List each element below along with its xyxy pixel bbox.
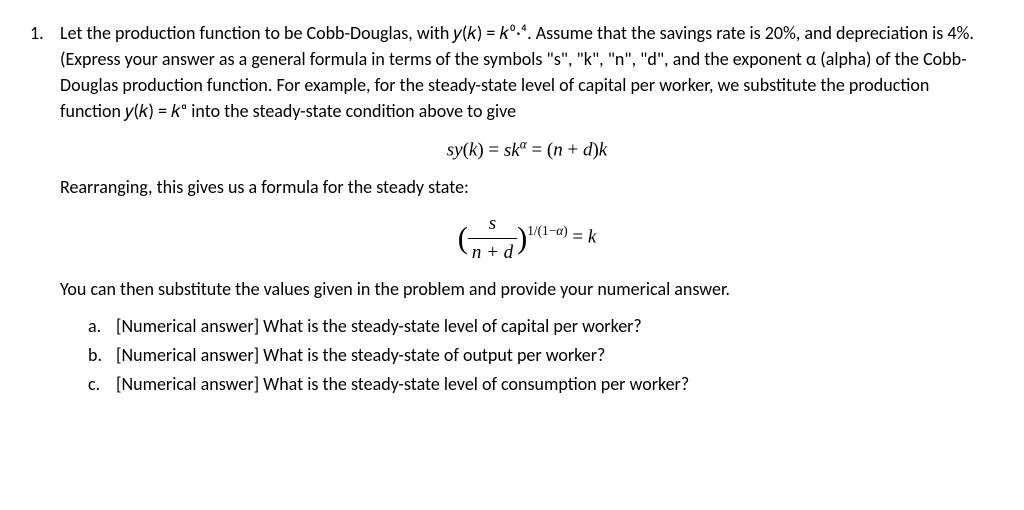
paragraph-3: You can then substitute the values given…: [60, 276, 994, 302]
item-text: [Numerical answer] What is the steady-st…: [116, 371, 689, 397]
paragraph-2: Rearranging, this gives us a formula for…: [60, 174, 994, 200]
item-text: [Numerical answer] What is the steady-st…: [116, 342, 605, 368]
item-letter: b.: [88, 342, 116, 368]
item-text: [Numerical answer] What is the steady-st…: [116, 313, 642, 339]
item-letter: a.: [88, 313, 116, 339]
equation-2: (sn + d)1/(1−α) = k: [60, 210, 994, 266]
problem-1: 1. Let the production function to be Cob…: [30, 20, 994, 400]
list-item: a. [Numerical answer] What is the steady…: [88, 313, 994, 339]
list-item: b. [Numerical answer] What is the steady…: [88, 342, 994, 368]
paragraph-1: Let the production function to be Cobb-D…: [60, 20, 994, 124]
item-letter: c.: [88, 371, 116, 397]
list-item: c. [Numerical answer] What is the steady…: [88, 371, 994, 397]
sub-list: a. [Numerical answer] What is the steady…: [60, 313, 994, 397]
problem-number: 1.: [30, 20, 60, 400]
equation-1: sy(k) = skα = (n + d)k: [60, 134, 994, 164]
problem-content: Let the production function to be Cobb-D…: [60, 20, 994, 400]
